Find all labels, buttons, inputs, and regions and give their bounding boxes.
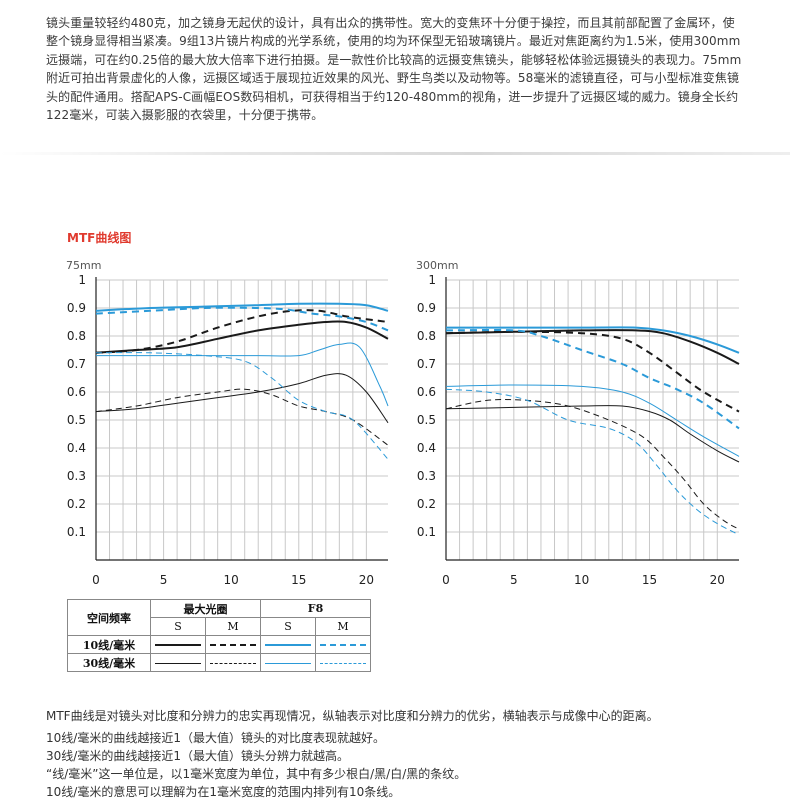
chart-1-ytick-label-1: 0.2 bbox=[417, 497, 436, 511]
chart-1-ytick-label-2: 0.3 bbox=[417, 469, 436, 483]
chart-0-series-2 bbox=[95, 302, 389, 312]
chart-1-ytick-label-0: 0.1 bbox=[417, 525, 436, 539]
legend-swatch-f8-m-10 bbox=[315, 635, 371, 654]
chart-1-series-5 bbox=[445, 399, 740, 530]
chart-0-ytick-label-8: 0.9 bbox=[67, 301, 86, 315]
chart-1-series-0 bbox=[445, 329, 740, 365]
mtf-section-title: MTF曲线图 bbox=[67, 231, 132, 245]
chart-1-ytick-label-9: 1 bbox=[428, 273, 436, 287]
legend-max-aperture-header: 最大光圈 bbox=[150, 599, 261, 618]
chart-0-xtick-label-3: 15 bbox=[291, 573, 306, 587]
legend-swatch-max-s-30 bbox=[150, 653, 206, 672]
note-line-4: “线/毫米”这一单位是，以1毫米宽度为单位，其中有多少根白/黑/白/黑的条纹。 bbox=[46, 767, 467, 781]
chart-1-focal-label: 300mm bbox=[416, 259, 458, 272]
chart-0-series-3 bbox=[95, 306, 389, 332]
chart-0-focal-label: 75mm bbox=[66, 259, 101, 272]
chart-1-xtick-label-2: 10 bbox=[574, 573, 589, 587]
chart-1-ytick-label-3: 0.4 bbox=[417, 441, 436, 455]
note-line-3: 30线/毫米的曲线越接近1（最大值）镜头分辨力就越高。 bbox=[46, 749, 349, 763]
legend-swatch-f8-m-30 bbox=[315, 653, 371, 672]
chart-0-xtick-label-0: 0 bbox=[92, 573, 100, 587]
mtf-notes: MTF曲线是对镜头对比度和分辨力的忠实再现情况，纵轴表示对比度和分辨力的优劣，横… bbox=[46, 707, 659, 801]
chart-1-series-3 bbox=[445, 329, 740, 430]
legend-swatch-max-m-30 bbox=[205, 653, 261, 672]
chart-1-ytick-label-7: 0.8 bbox=[417, 329, 436, 343]
chart-0-ytick-label-0: 0.1 bbox=[67, 525, 86, 539]
mtf-legend-table: 空间频率 最大光圈 F8 S M S M 10线/毫米 30线/毫米 bbox=[67, 599, 371, 672]
legend-30lpmm-label: 30线/毫米 bbox=[67, 653, 151, 672]
chart-0-ytick-label-5: 0.6 bbox=[67, 385, 86, 399]
chart-1-ytick-label-8: 0.9 bbox=[417, 301, 436, 315]
legend-m-header-f8: M bbox=[315, 617, 371, 636]
legend-10lpmm-label: 10线/毫米 bbox=[67, 635, 151, 654]
chart-1-series-1 bbox=[445, 330, 740, 413]
chart-0-xtick-label-2: 10 bbox=[224, 573, 239, 587]
legend-s-header-max: S bbox=[150, 617, 206, 636]
legend-m-header-max: M bbox=[205, 617, 261, 636]
legend-spatial-frequency-header: 空间频率 bbox=[67, 599, 151, 636]
chart-1-series-7 bbox=[445, 388, 740, 536]
chart-0-ytick-label-9: 1 bbox=[78, 273, 86, 287]
legend-swatch-max-s-10 bbox=[150, 635, 206, 654]
chart-0-ytick-label-1: 0.2 bbox=[67, 497, 86, 511]
chart-0-xtick-label-1: 5 bbox=[160, 573, 168, 587]
legend-f8-header: F8 bbox=[260, 599, 371, 618]
chart-1-xtick-label-0: 0 bbox=[442, 573, 450, 587]
legend-swatch-max-m-10 bbox=[205, 635, 261, 654]
chart-1-xtick-label-3: 15 bbox=[642, 573, 657, 587]
legend-swatch-f8-s-30 bbox=[260, 653, 316, 672]
section-divider bbox=[0, 152, 790, 155]
chart-0-xtick-label-4: 20 bbox=[359, 573, 374, 587]
chart-1-ytick-label-4: 0.5 bbox=[417, 413, 436, 427]
note-line-2: 10线/毫米的曲线越接近1（最大值）镜头的对比度表现就越好。 bbox=[46, 731, 385, 745]
legend-s-header-f8: S bbox=[260, 617, 316, 636]
chart-0-ytick-label-7: 0.8 bbox=[67, 329, 86, 343]
chart-0-ytick-label-6: 0.7 bbox=[67, 357, 86, 371]
chart-0-series-5 bbox=[95, 388, 389, 446]
intro-paragraph: 镜头重量较轻约480克，加之镜身无起伏的设计，具有出众的携带性。宽大的变焦环十分… bbox=[46, 16, 742, 123]
chart-0-series-1 bbox=[95, 309, 389, 354]
chart-1-series-2 bbox=[446, 326, 740, 354]
chart-1-series-6 bbox=[445, 384, 740, 457]
chart-0-series-7 bbox=[95, 352, 389, 460]
chart-1-xtick-label-4: 20 bbox=[710, 573, 725, 587]
chart-0-ytick-label-3: 0.4 bbox=[67, 441, 86, 455]
chart-1-ytick-label-5: 0.6 bbox=[417, 385, 436, 399]
chart-0-ytick-label-2: 0.3 bbox=[67, 469, 86, 483]
chart-0-series-0 bbox=[95, 320, 389, 354]
chart-1-xtick-label-1: 5 bbox=[510, 573, 518, 587]
chart-1-ytick-label-6: 0.7 bbox=[417, 357, 436, 371]
chart-0-ytick-label-4: 0.5 bbox=[67, 413, 86, 427]
chart-0-series-4 bbox=[95, 373, 389, 424]
note-line-5: 10线/毫米的意思可以理解为在1毫米宽度的范围内排列有10条线。 bbox=[46, 785, 401, 799]
note-line-1: MTF曲线是对镜头对比度和分辨力的忠实再现情况，纵轴表示对比度和分辨力的优劣，横… bbox=[46, 709, 659, 723]
chart-1-series-4 bbox=[445, 405, 740, 463]
legend-swatch-f8-s-10 bbox=[260, 635, 316, 654]
chart-0-series-6 bbox=[96, 342, 389, 407]
